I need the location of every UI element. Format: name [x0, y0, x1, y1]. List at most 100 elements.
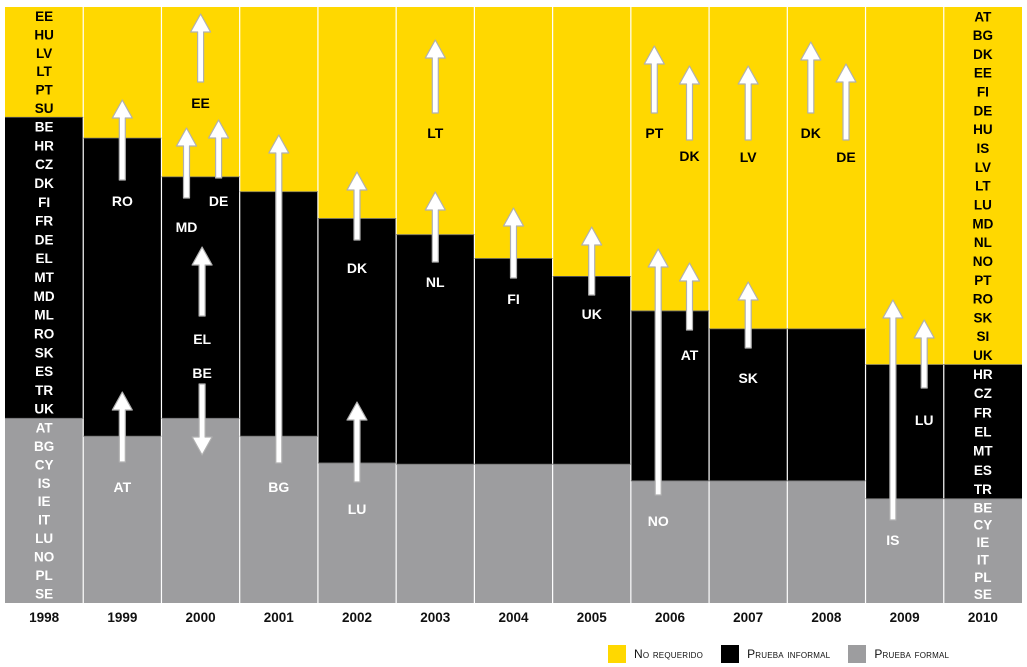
bar-segment-2007-informal [709, 328, 788, 481]
transition-label-2000-be: BE [192, 365, 211, 381]
transition-label-2001-bg: BG [268, 479, 289, 495]
bar-segment-2004-formal [474, 464, 553, 603]
bar-segment-1998-no-requerido [5, 7, 84, 118]
segment-country-1998-no: NO [34, 550, 54, 565]
segment-country-2010-el: EL [974, 425, 991, 440]
segment-country-2010-at: AT [974, 9, 992, 24]
transition-label-2006-at: AT [681, 347, 699, 363]
segment-label-lists: EE HU LV LT PT SU BE HR CZ DK FI FR DE EL MT MD ML RO SK ES… [34, 9, 994, 602]
segment-country-2010-cz: CZ [974, 386, 992, 401]
segment-country-2010-bg: BG [973, 28, 993, 43]
transition-label-2002-dk: DK [347, 260, 367, 276]
segment-country-1998-mt: MT [34, 270, 54, 285]
transition-labels: RO AT EE MD DE EL BE BG DK LU LT NL FI UK PT DK NO AT LV SK… [112, 95, 934, 548]
segment-country-1998-pl: PL [35, 568, 52, 583]
transition-label-2004-fi: FI [507, 291, 519, 307]
bar-segment-1998-formal [5, 418, 84, 603]
legend-swatch-formal [848, 645, 867, 663]
transition-label-2006-no: NO [648, 513, 669, 529]
transition-label-2002-lu: LU [348, 501, 367, 517]
segment-country-2010-be: BE [974, 500, 993, 515]
transition-arrow-2006-no [647, 248, 669, 496]
segment-country-1998-uk: UK [34, 402, 54, 417]
segment-country-1998-se: SE [35, 587, 53, 602]
segment-country-2010-no: NO [973, 254, 993, 269]
bar-segment-2010-formal [943, 498, 1022, 603]
segment-country-1998-ee: EE [35, 9, 53, 24]
segment-country-2010-pl: PL [974, 570, 991, 585]
transition-label-1999-at: AT [114, 479, 132, 495]
bar-segment-2001-formal [239, 436, 318, 603]
segment-country-1998-fi: FI [38, 195, 50, 210]
x-tick-label-1999: 1999 [107, 610, 137, 625]
x-tick-label-2007: 2007 [733, 610, 763, 625]
bar-segment-2008-informal [787, 328, 866, 481]
transition-arrow-2007-sk [737, 281, 759, 349]
segment-country-1998-sk: SK [35, 345, 54, 360]
bar-segment-2009-formal [865, 498, 944, 603]
bar-segment-2007-no-requerido [709, 7, 788, 329]
segment-country-2010-md: MD [972, 216, 993, 231]
transition-label-2007-lv: LV [740, 149, 758, 165]
segment-country-2010-hr: HR [973, 367, 993, 382]
segment-country-2010-ee: EE [974, 66, 992, 81]
bar-segment-2005-informal [552, 276, 631, 465]
transition-label-2006-pt: PT [645, 125, 663, 141]
segment-country-2010-lu: LU [974, 197, 992, 212]
bar-segment-2008-no-requerido [787, 7, 866, 329]
transition-label-2000-el: EL [193, 331, 211, 347]
transition-arrow-2000-ee [190, 13, 212, 83]
legend-item-no-requerido: No requerido [608, 645, 703, 663]
legend-label-informal: Prueba informal [747, 647, 831, 661]
x-tick-label-2002: 2002 [342, 610, 372, 625]
segment-country-1998-tr: TR [35, 383, 53, 398]
segment-country-1998-bg: BG [34, 439, 54, 454]
x-tick-label-2006: 2006 [655, 610, 686, 625]
segment-country-1998-es: ES [35, 364, 53, 379]
transition-label-2008-de: DE [836, 149, 855, 165]
segment-country-2010-lv: LV [975, 160, 991, 175]
segment-country-1998-el: EL [35, 251, 52, 266]
bar-segment-1999-informal [83, 138, 162, 437]
segment-country-2010-fi: FI [977, 85, 989, 100]
bar-segment-2003-formal [396, 464, 475, 603]
x-tick-label-2000: 2000 [186, 610, 216, 625]
segment-country-1998-cz: CZ [35, 157, 53, 172]
segment-country-2010-de: DE [974, 103, 993, 118]
transition-arrow-2006-pt [643, 45, 665, 114]
segment-country-1998-md: MD [34, 289, 55, 304]
segment-country-1998-ml: ML [34, 308, 54, 323]
transition-arrow-2000-el [191, 246, 213, 317]
segment-country-2010-si: SI [977, 329, 990, 344]
transition-label-2006-dk: DK [679, 148, 699, 164]
bar-segment-2002-formal [317, 462, 397, 603]
legend-swatch-informal [721, 645, 740, 663]
segment-country-2010-dk: DK [973, 47, 993, 62]
x-tick-label-2004: 2004 [498, 610, 529, 625]
segment-country-2010-uk: UK [973, 348, 993, 363]
segment-country-2010-pt: PT [974, 273, 992, 288]
transition-arrow-2007-lv [737, 65, 759, 141]
x-tick-label-2008: 2008 [811, 610, 842, 625]
segment-country-2010-ie: IE [977, 535, 990, 550]
segment-country-2010-ro: RO [973, 292, 993, 307]
transition-arrow-2001-bg [268, 134, 290, 464]
segment-country-1998-it: IT [38, 513, 51, 528]
segment-country-1998-is: IS [38, 476, 51, 491]
bar-segment-2008-formal [787, 480, 866, 603]
segment-country-1998-ie: IE [38, 494, 51, 509]
transition-label-2000-md: MD [176, 219, 198, 235]
segment-country-2010-hu: HU [973, 122, 993, 137]
segment-country-1998-fr: FR [35, 214, 53, 229]
transition-label-2003-lt: LT [427, 125, 444, 141]
transition-arrow-2008-de [835, 63, 857, 141]
transition-label-2005-uk: UK [582, 306, 602, 322]
segment-country-1998-su: SU [35, 101, 54, 116]
x-tick-label-1998: 1998 [29, 610, 60, 625]
bar-columns [5, 7, 1022, 603]
transition-arrow-1999-ro [111, 99, 133, 181]
transition-arrow-2000-md [175, 127, 198, 199]
transition-arrow-2008-dk [800, 41, 822, 114]
bar-segment-2003-informal [396, 234, 475, 465]
